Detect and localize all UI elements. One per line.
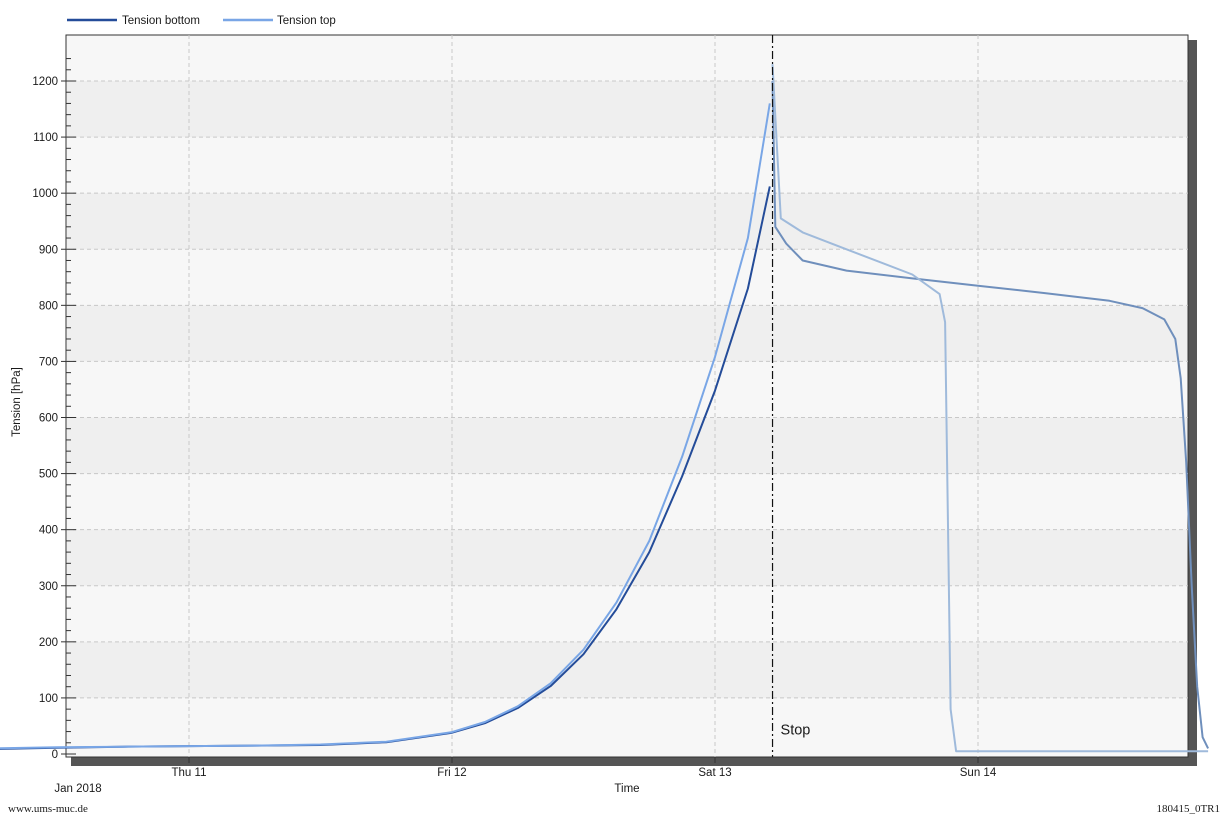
y-tick-label: 600 <box>39 413 58 425</box>
y-tick-label: 1200 <box>32 76 58 88</box>
y-tick-label: 300 <box>39 581 58 593</box>
series-line-2 <box>771 80 1209 749</box>
series-line-1 <box>0 103 771 750</box>
band <box>67 81 1187 138</box>
legend-label-tension-bottom: Tension bottom <box>122 15 200 27</box>
footer-website: www.ums-muc.de <box>8 803 88 815</box>
x-origin-label: Jan 2018 <box>54 783 101 795</box>
x-axis-title: Time <box>614 783 639 795</box>
plot-bands <box>67 81 1187 698</box>
series-line-3 <box>771 64 1209 753</box>
x-tick-labels: Thu 11 Fri 12 Sat 13 Sun 14 <box>172 757 997 779</box>
x-tick-label: Thu 11 <box>172 767 207 779</box>
band <box>67 305 1187 362</box>
y-tick-label: 100 <box>39 693 58 705</box>
x-tick-label: Sun 14 <box>960 767 997 779</box>
y-tick-label: 0 <box>52 749 58 761</box>
footer-sensor-id: 180415_0TR1 <box>1156 803 1220 815</box>
band <box>67 417 1187 474</box>
series-lines <box>0 64 1209 753</box>
grid-lines <box>66 35 1188 757</box>
band <box>67 641 1187 698</box>
legend: Tension bottom Tension top <box>67 15 336 27</box>
y-tick-labels: 0 100 200 300 400 500 600 700 800 900 1000 1100 1200 <box>32 76 66 761</box>
y-tick-label: 1000 <box>32 188 58 200</box>
y-tick-label: 400 <box>39 525 58 537</box>
band <box>67 529 1187 586</box>
y-axis-title: Tension [hPa] <box>11 367 23 437</box>
y-tick-label: 1100 <box>33 132 58 144</box>
y-tick-label: 200 <box>39 637 58 649</box>
x-tick-label: Sat 13 <box>698 767 731 779</box>
band <box>67 193 1187 250</box>
plot-area <box>65 34 1189 758</box>
y-tick-label: 500 <box>39 469 58 481</box>
legend-label-tension-top: Tension top <box>277 15 336 27</box>
y-tick-label: 900 <box>39 244 58 256</box>
x-tick-label: Fri 12 <box>437 767 466 779</box>
y-tick-label: 800 <box>39 300 58 312</box>
annotation-stop: Stop <box>781 722 811 738</box>
annotations: StartStop <box>781 722 811 738</box>
y-tick-label: 700 <box>39 356 58 368</box>
minor-ticks <box>66 58 76 755</box>
